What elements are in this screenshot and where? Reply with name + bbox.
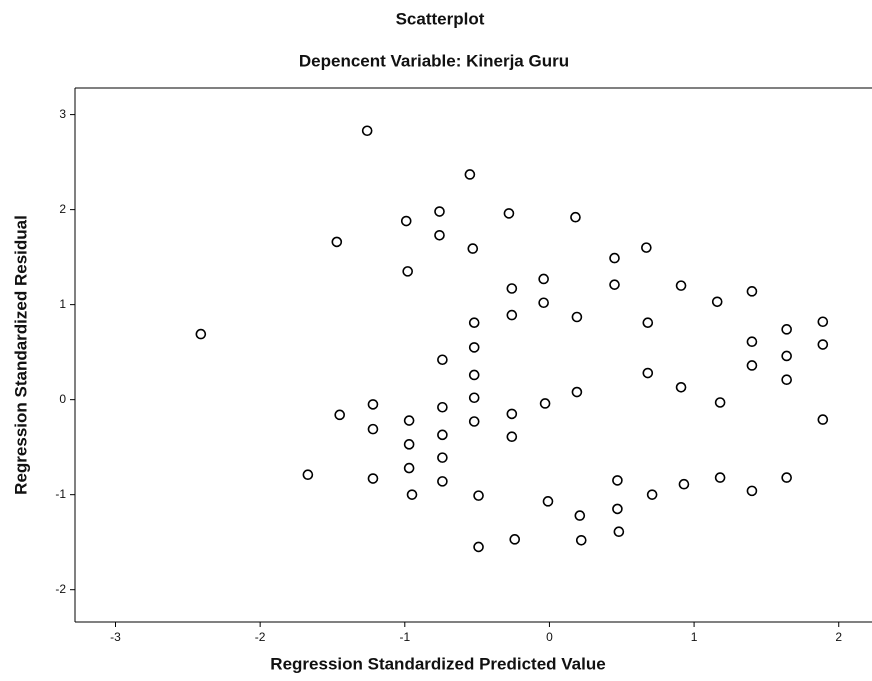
x-tick-label: -3: [110, 630, 121, 644]
point: [679, 480, 688, 489]
point: [643, 318, 652, 327]
point: [541, 399, 550, 408]
point: [368, 400, 377, 409]
point: [716, 398, 725, 407]
point: [572, 388, 581, 397]
point: [643, 369, 652, 378]
point: [543, 497, 552, 506]
point: [713, 297, 722, 306]
point: [438, 453, 447, 462]
chart-title: Scatterplot: [396, 9, 485, 28]
point: [648, 490, 657, 499]
point: [747, 337, 756, 346]
point: [403, 267, 412, 276]
point: [474, 491, 483, 500]
point: [782, 351, 791, 360]
point: [613, 504, 622, 513]
x-tick-label: 2: [835, 630, 842, 644]
y-tick-label: 3: [59, 107, 66, 121]
point: [507, 284, 516, 293]
y-tick-label: 0: [59, 392, 66, 406]
point: [577, 536, 586, 545]
point: [470, 370, 479, 379]
x-tick-label: -2: [255, 630, 266, 644]
point: [405, 464, 414, 473]
x-tick-label: -1: [399, 630, 410, 644]
point: [818, 317, 827, 326]
x-axis-title: Regression Standardized Predicted Value: [270, 654, 605, 673]
point: [818, 415, 827, 424]
point: [465, 170, 474, 179]
x-tick-label: 0: [546, 630, 553, 644]
chart-subtitle: Depencent Variable: Kinerja Guru: [299, 51, 569, 70]
y-tick-label: -1: [55, 487, 66, 501]
point: [470, 417, 479, 426]
point: [677, 383, 686, 392]
point: [470, 343, 479, 352]
point: [747, 361, 756, 370]
point: [435, 231, 444, 240]
point: [539, 274, 548, 283]
point: [716, 473, 725, 482]
point: [470, 393, 479, 402]
x-tick-label: 1: [691, 630, 698, 644]
point: [196, 330, 205, 339]
point: [368, 474, 377, 483]
y-axis-title: Regression Standardized Residual: [11, 215, 30, 495]
point: [782, 325, 791, 334]
point: [610, 254, 619, 263]
point: [438, 430, 447, 439]
point: [335, 410, 344, 419]
point: [368, 425, 377, 434]
point: [539, 298, 548, 307]
point: [405, 440, 414, 449]
point: [507, 432, 516, 441]
point: [438, 355, 447, 364]
point: [572, 312, 581, 321]
y-tick-label: -2: [55, 582, 66, 596]
point: [782, 375, 791, 384]
point: [610, 280, 619, 289]
point: [468, 244, 477, 253]
point: [402, 217, 411, 226]
point: [575, 511, 584, 520]
point: [613, 476, 622, 485]
point: [614, 527, 623, 536]
y-tick-label: 2: [59, 202, 66, 216]
point: [332, 237, 341, 246]
point: [435, 207, 444, 216]
chart: Scatterplot Depencent Variable: Kinerja …: [0, 0, 872, 681]
point: [747, 287, 756, 296]
point: [470, 318, 479, 327]
point: [507, 311, 516, 320]
point: [474, 542, 483, 551]
point: [571, 213, 580, 222]
point: [510, 535, 519, 544]
point: [747, 486, 756, 495]
point: [303, 470, 312, 479]
point: [782, 473, 791, 482]
point: [363, 126, 372, 135]
y-tick-label: 1: [59, 297, 66, 311]
point: [677, 281, 686, 290]
point: [642, 243, 651, 252]
point: [504, 209, 513, 218]
point: [438, 477, 447, 486]
point: [405, 416, 414, 425]
point: [507, 409, 516, 418]
point: [438, 403, 447, 412]
point: [408, 490, 417, 499]
point: [818, 340, 827, 349]
